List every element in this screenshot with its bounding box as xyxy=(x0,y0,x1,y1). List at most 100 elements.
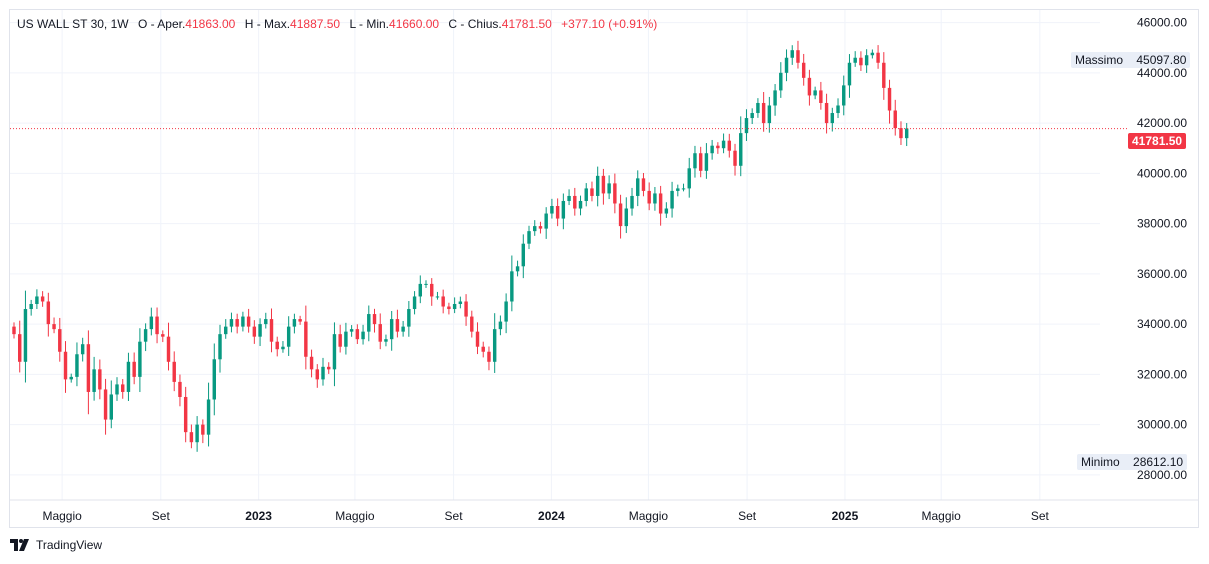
y-tick-label: 46000.00 xyxy=(1137,16,1187,30)
candle-body xyxy=(767,105,772,124)
candle-body xyxy=(618,203,623,227)
candle-body xyxy=(298,319,302,322)
chart-frame xyxy=(9,9,1199,528)
candle-body xyxy=(687,168,691,189)
candle-body xyxy=(195,424,199,443)
candle-body xyxy=(573,195,577,209)
candle-body xyxy=(801,62,806,78)
y-tick-label: 34000.00 xyxy=(1137,317,1187,331)
candle-body xyxy=(487,351,491,362)
candle-body xyxy=(52,324,56,330)
candle-body xyxy=(784,57,789,73)
candle-body xyxy=(18,334,22,362)
candle-body xyxy=(864,55,869,66)
candle-body xyxy=(636,178,640,196)
candle-body xyxy=(870,52,875,56)
candle-body xyxy=(40,296,45,302)
x-tick-label: 2025 xyxy=(832,509,859,523)
candle-body xyxy=(578,200,583,209)
candle-body xyxy=(435,296,440,298)
candle-body xyxy=(246,316,251,327)
x-tick-label: Set xyxy=(738,509,757,523)
candle-body xyxy=(98,369,102,390)
high-label: H - Max. xyxy=(244,17,291,31)
candle-body xyxy=(590,188,594,196)
candle-body xyxy=(86,344,91,392)
candle-body xyxy=(327,366,331,370)
candle-body xyxy=(584,188,588,201)
candle-body xyxy=(378,324,382,342)
candle-body xyxy=(275,341,279,350)
candle-body xyxy=(58,329,62,352)
candle-body xyxy=(504,301,508,322)
open-label: O - Aper. xyxy=(137,17,186,31)
candle-body xyxy=(35,296,39,304)
candle-body xyxy=(904,128,909,139)
candle-body xyxy=(613,183,617,204)
candle-body xyxy=(138,341,142,377)
candle-body xyxy=(80,344,85,355)
candle-body xyxy=(172,361,176,382)
candle-body xyxy=(824,102,829,124)
candle-body xyxy=(281,346,285,350)
candle-body xyxy=(630,195,634,209)
y-tick-label: 38000.00 xyxy=(1137,217,1187,231)
symbol-label: US WALL ST 30, 1W xyxy=(17,17,129,31)
candle-body xyxy=(681,188,686,190)
candle-body xyxy=(315,369,320,380)
candle-body xyxy=(521,243,526,267)
candle-body xyxy=(447,306,451,310)
close-value: 41781.50 xyxy=(501,17,552,31)
open-value: 41863.00 xyxy=(185,17,236,31)
candle-body xyxy=(647,190,651,204)
candle-body xyxy=(183,396,188,433)
x-tick-label: Set xyxy=(445,509,464,523)
candle-body xyxy=(739,133,743,166)
candle-body xyxy=(664,208,669,214)
candle-body xyxy=(710,145,714,154)
candle-body xyxy=(510,271,514,302)
max-label: Massimo xyxy=(1075,53,1124,67)
candle-body xyxy=(241,316,245,327)
x-tick-label: 2023 xyxy=(245,509,272,523)
candle-body xyxy=(601,175,606,194)
candle-body xyxy=(332,334,337,370)
candle-body xyxy=(407,309,411,327)
x-tick-label: 2024 xyxy=(538,509,565,523)
candle-body xyxy=(836,105,840,114)
candle-body xyxy=(533,226,537,232)
candle-body xyxy=(555,206,560,219)
x-tick-label: Set xyxy=(1031,509,1050,523)
candle-body xyxy=(693,153,697,169)
candle-body xyxy=(544,213,548,229)
candle-body xyxy=(424,283,428,285)
candle-body xyxy=(178,381,182,397)
candle-body xyxy=(441,296,445,307)
min-value: 28612.10 xyxy=(1133,455,1184,469)
candle-body xyxy=(515,266,520,272)
x-tick-label: Set xyxy=(152,509,171,523)
brand[interactable]: TradingView xyxy=(10,538,102,552)
candle-body xyxy=(126,361,131,392)
candle-body xyxy=(721,140,726,149)
candle-body xyxy=(819,90,823,103)
candle-body xyxy=(750,113,754,119)
candle-body xyxy=(716,145,720,149)
candle-body xyxy=(607,183,611,194)
candle-body xyxy=(475,331,480,347)
candle-body xyxy=(264,319,268,325)
candle-body xyxy=(550,206,554,214)
candle-body xyxy=(773,90,777,106)
candle-body xyxy=(807,77,812,96)
candle-body xyxy=(756,102,760,114)
candle-body xyxy=(452,304,457,310)
candle-body xyxy=(561,200,566,219)
candle-body xyxy=(201,424,205,435)
min-price-tag: Minimo 28612.10 xyxy=(1077,454,1188,470)
candle-body xyxy=(830,113,835,124)
candle-body xyxy=(761,102,766,124)
y-tick-label: 44000.00 xyxy=(1137,66,1187,80)
legend: US WALL ST 30, 1W O - Aper.41863.00 H - … xyxy=(17,17,657,31)
x-tick-label: Maggio xyxy=(922,509,962,523)
